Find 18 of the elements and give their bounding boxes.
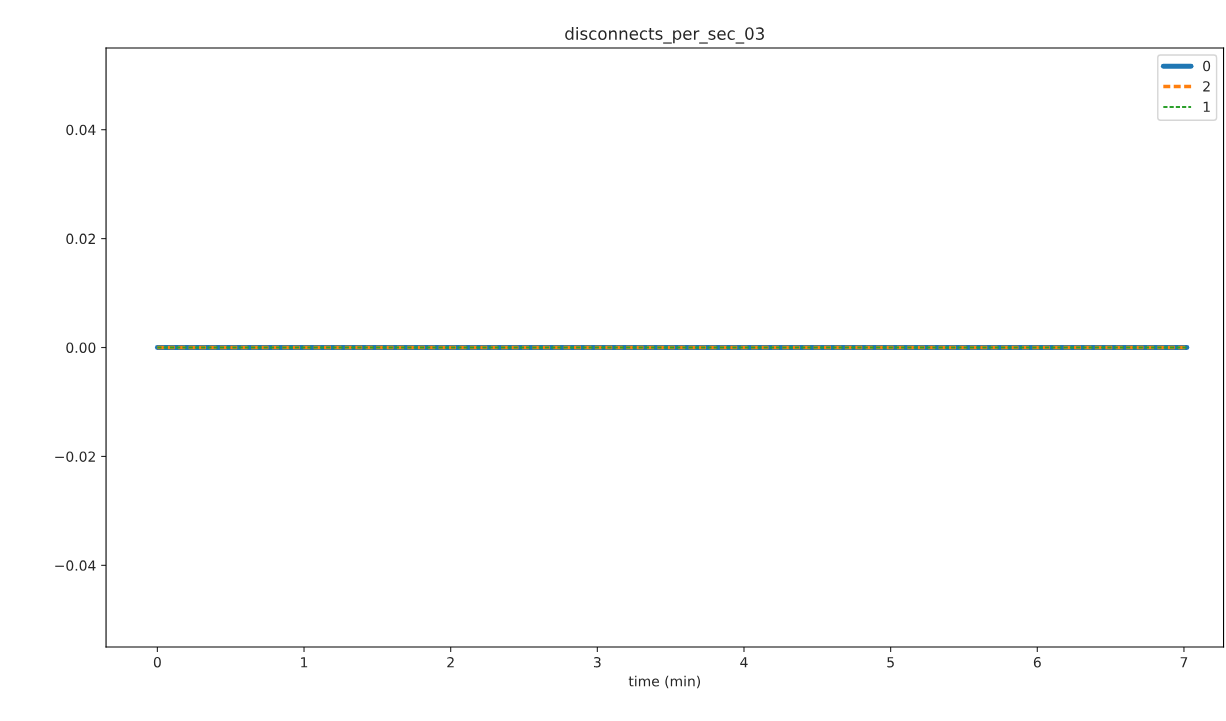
y-tick-label: 0.02 (66, 233, 95, 245)
y-tick-label: −0.04 (55, 560, 96, 571)
chart-title: disconnects_per_sec_03 (565, 27, 764, 44)
x-tick-label: 4 (740, 657, 748, 668)
x-tick-label: 3 (593, 656, 601, 668)
y-tick-label: 0.00 (66, 342, 96, 353)
x-axis-title: time (min) (628, 675, 701, 689)
legend-label: 0 (1203, 60, 1211, 72)
y-tick-label: −0.02 (55, 451, 95, 462)
x-tick-label: 0 (153, 656, 161, 668)
x-tick-label: 1 (301, 657, 308, 668)
x-tick-label: 5 (887, 657, 894, 668)
legend-label: 1 (1203, 101, 1210, 112)
legend-label: 2 (1203, 81, 1210, 92)
x-tick-label: 7 (1180, 657, 1188, 668)
x-tick-label: 2 (447, 656, 454, 668)
x-tick-label: 6 (1033, 656, 1041, 668)
y-tick-label: 0.04 (66, 124, 96, 136)
